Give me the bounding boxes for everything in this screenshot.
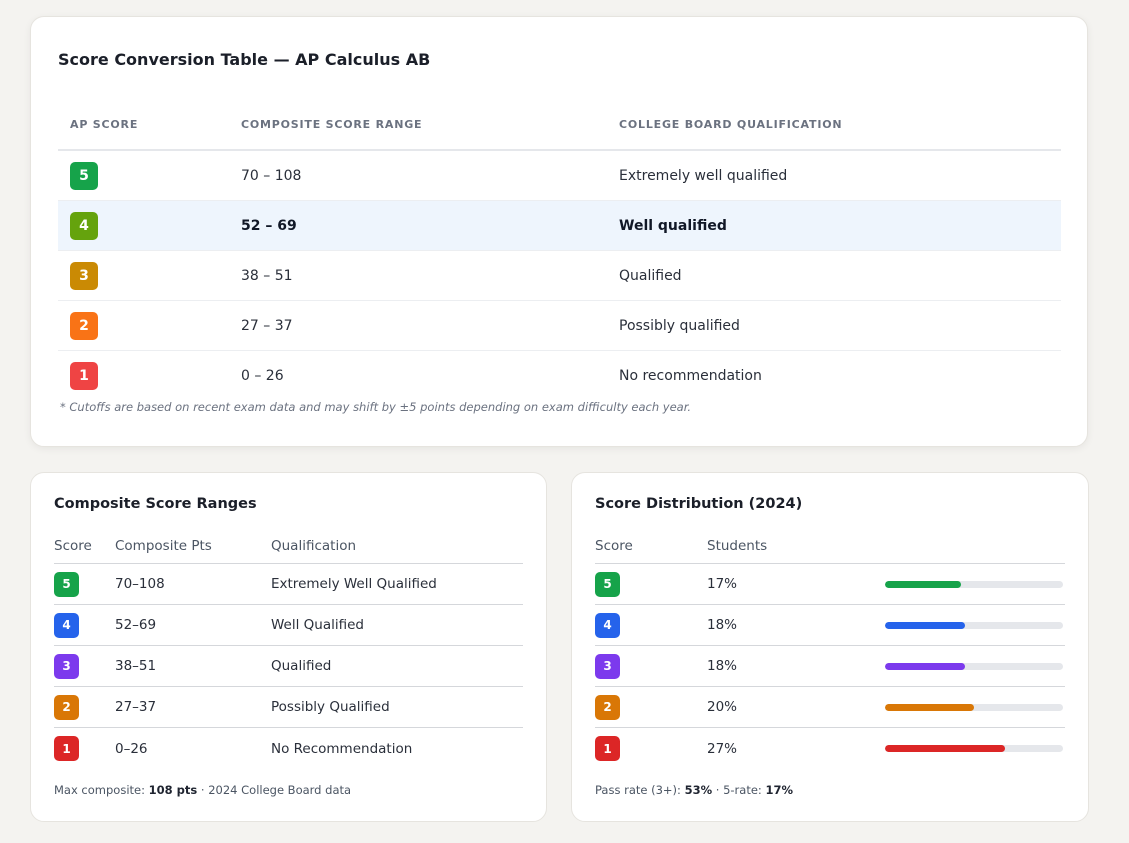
score-badge: 5 <box>595 571 620 597</box>
distribution-bar-fill <box>885 703 974 711</box>
distribution-bar-fill <box>885 580 961 588</box>
student-percent: 17% <box>707 576 738 592</box>
composite-range: 27 – 37 <box>241 317 293 334</box>
qualification: Extremely well qualified <box>619 167 788 184</box>
distribution-bar-track <box>885 580 1063 588</box>
distribution-bar-fill <box>885 745 1006 752</box>
table-row: 2 20% <box>595 687 1065 728</box>
five-rate-label: · 5-rate: <box>712 783 766 797</box>
composite-ranges-table: Score Composite Pts Qualification 5 70–1… <box>54 528 523 769</box>
score-badge: 4 <box>70 211 98 240</box>
score-badge: 4 <box>595 612 620 638</box>
score-badge: 2 <box>70 311 98 340</box>
score-badge: 3 <box>70 261 98 290</box>
table-row: 3 38–51 Qualified <box>54 646 523 687</box>
qualification: Well qualified <box>619 217 727 234</box>
table-row: 2 27–37 Possibly Qualified <box>54 687 523 728</box>
max-composite-label: Max composite: <box>54 783 149 797</box>
score-conversion-card: Score Conversion Table — AP Calculus AB … <box>30 16 1088 447</box>
composite-range: 52 – 69 <box>241 217 297 234</box>
conversion-table-header: AP SCORE COMPOSITE SCORE RANGE COLLEGE B… <box>58 99 1061 151</box>
qualification: Possibly Qualified <box>271 699 390 715</box>
composite-range: 0 – 26 <box>241 368 284 384</box>
score-badge: 5 <box>54 571 79 597</box>
table-row: 1 0 – 26 No recommendation <box>58 351 1061 401</box>
composite-range: 38 – 51 <box>241 267 293 284</box>
composite-pts: 27–37 <box>115 699 157 715</box>
score-distribution-card: Score Distribution (2024) Score Students… <box>571 472 1089 822</box>
table-row: 1 0–26 No Recommendation <box>54 728 523 769</box>
distribution-bar-track <box>885 745 1063 752</box>
score-badge: 5 <box>70 161 98 190</box>
qualification: No recommendation <box>619 368 762 384</box>
pass-rate-label: Pass rate (3+): <box>595 783 685 797</box>
distribution-bar-fill <box>885 621 966 629</box>
composite-pts: 38–51 <box>115 658 157 674</box>
table-row: 3 38 – 51 Qualified <box>58 251 1061 301</box>
header-qualification: Qualification <box>271 537 357 554</box>
student-percent: 20% <box>707 699 738 715</box>
pass-rate-value: 53% <box>684 783 713 797</box>
header-score: Score <box>54 537 92 554</box>
table-row: 4 18% <box>595 605 1065 646</box>
score-badge: 1 <box>54 736 79 761</box>
table-row: 2 27 – 37 Possibly qualified <box>58 301 1061 351</box>
distribution-bar-track <box>885 621 1063 629</box>
score-distribution-title: Score Distribution (2024) <box>595 496 803 512</box>
score-badge: 3 <box>54 653 79 679</box>
qualification: Qualified <box>271 658 332 674</box>
table-row: 3 18% <box>595 646 1065 687</box>
table-row: 4 52 – 69 Well qualified <box>58 201 1061 251</box>
score-badge: 2 <box>595 694 620 720</box>
ranges-table-header: Score Composite Pts Qualification <box>54 528 523 564</box>
composite-pts: 70–108 <box>115 576 165 592</box>
qualification: Well Qualified <box>271 617 364 633</box>
max-composite-value: 108 pts <box>148 783 198 797</box>
header-score: Score <box>595 537 633 554</box>
distribution-bar-track <box>885 662 1063 670</box>
table-row: 5 70–108 Extremely Well Qualified <box>54 564 523 605</box>
composite-ranges-title: Composite Score Ranges <box>54 496 257 512</box>
composite-ranges-card: Composite Score Ranges Score Composite P… <box>30 472 547 822</box>
table-row: 5 17% <box>595 564 1065 605</box>
header-students: Students <box>707 537 768 554</box>
score-badge: 3 <box>595 653 620 679</box>
qualification: Qualified <box>619 267 682 284</box>
table-row: 5 70 – 108 Extremely well qualified <box>58 151 1061 201</box>
score-distribution-table: Score Students 5 17% 4 18% 3 18% 2 20% 1… <box>595 528 1065 769</box>
distribution-footer: Pass rate (3+): 53% · 5-rate: 17% <box>595 783 793 797</box>
header-ap-score: AP SCORE <box>70 117 139 131</box>
table-row: 1 27% <box>595 728 1065 769</box>
distribution-table-header: Score Students <box>595 528 1065 564</box>
header-composite-pts: Composite Pts <box>115 537 212 554</box>
ranges-footer: Max composite: 108 pts · 2024 College Bo… <box>54 783 351 797</box>
composite-pts: 52–69 <box>115 617 157 633</box>
score-badge: 4 <box>54 612 79 638</box>
qualification: No Recommendation <box>271 740 413 757</box>
five-rate-value: 17% <box>765 783 793 797</box>
composite-range: 70 – 108 <box>241 167 302 184</box>
qualification: Possibly qualified <box>619 317 740 334</box>
data-source-note: · 2024 College Board data <box>197 783 352 797</box>
cutoff-footnote: * Cutoffs are based on recent exam data … <box>60 400 692 414</box>
student-percent: 18% <box>707 617 738 633</box>
header-qualification: COLLEGE BOARD QUALIFICATION <box>619 117 843 131</box>
student-percent: 18% <box>707 658 738 674</box>
score-badge: 1 <box>595 736 620 761</box>
distribution-bar-fill <box>885 662 966 670</box>
composite-pts: 0–26 <box>115 740 148 757</box>
qualification: Extremely Well Qualified <box>271 576 437 592</box>
table-row: 4 52–69 Well Qualified <box>54 605 523 646</box>
distribution-bar-track <box>885 703 1063 711</box>
score-badge: 2 <box>54 694 79 720</box>
score-badge: 1 <box>70 362 98 390</box>
conversion-table-title: Score Conversion Table — AP Calculus AB <box>58 50 431 69</box>
header-composite-range: COMPOSITE SCORE RANGE <box>241 117 423 131</box>
conversion-table: AP SCORE COMPOSITE SCORE RANGE COLLEGE B… <box>58 99 1061 401</box>
student-percent: 27% <box>707 740 738 757</box>
